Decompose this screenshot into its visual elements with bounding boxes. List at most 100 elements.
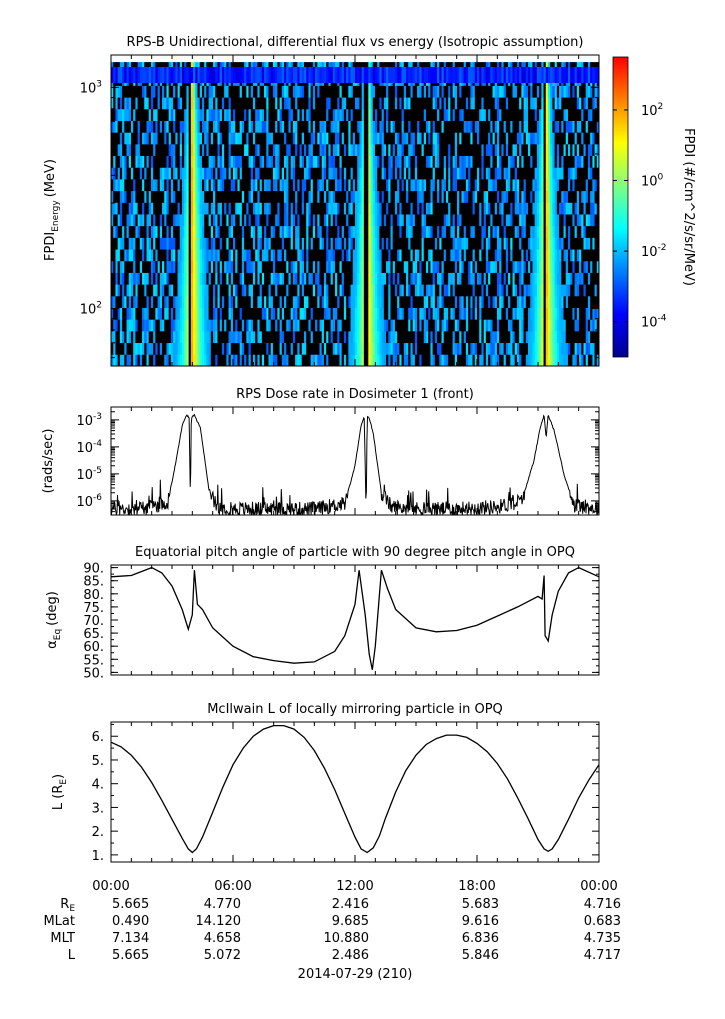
spectrogram-cell: [332, 225, 336, 238]
spectrogram-cell: [153, 307, 156, 320]
spectrogram-cell: [450, 190, 453, 203]
spectrogram-cell: [567, 225, 571, 238]
spectrogram-cell: [585, 120, 589, 133]
spectrogram-cell: [197, 225, 201, 238]
spectrogram-cell: [412, 97, 416, 110]
spectrogram-cell: [252, 284, 256, 297]
spectrogram-cell: [259, 190, 263, 203]
spectrogram-cell: [443, 260, 447, 273]
spectrogram-cell: [448, 108, 451, 121]
spectrogram-cell: [550, 190, 553, 203]
spectrogram-cell: [361, 260, 365, 273]
spectrogram-cell: [175, 155, 178, 168]
spectrogram-cell: [494, 225, 498, 238]
spectrogram-cell: [343, 214, 347, 227]
spectrogram-cell: [157, 272, 161, 285]
spectrogram-cell: [137, 202, 141, 215]
spectrogram-cell: [352, 295, 356, 308]
spectrogram-cell: [230, 155, 234, 168]
spectrogram-cell: [379, 225, 383, 238]
spectrogram-cell: [292, 225, 296, 238]
spectrogram-cell: [363, 202, 367, 215]
spectrogram-cell: [423, 284, 427, 297]
spectrogram-cell: [148, 214, 152, 227]
spectrogram-cell: [503, 295, 507, 308]
spectrogram-cell: [206, 179, 209, 192]
spectrogram-cell: [164, 179, 167, 192]
spectrogram-cell: [228, 190, 232, 203]
spectrogram-cell: [459, 143, 462, 157]
spectrogram-cell: [368, 190, 371, 203]
spectrogram-cell: [434, 272, 438, 285]
spectrogram-cell: [217, 260, 221, 273]
spectrogram-cell: [290, 202, 294, 215]
spectrogram-cell: [122, 284, 125, 297]
spectrogram-cell: [403, 272, 407, 285]
spectrogram-cell: [224, 155, 227, 168]
spectrogram-cell: [505, 249, 509, 262]
spectrogram-cell: [485, 167, 489, 180]
spectrogram-cell: [410, 202, 414, 215]
spectrogram-cell: [286, 108, 289, 121]
spectrogram-cell: [579, 143, 582, 157]
spectrogram-cell: [126, 237, 130, 250]
spectrogram-cell: [215, 155, 218, 168]
spectrogram-cell: [159, 237, 163, 250]
spectrogram-cell: [197, 237, 201, 250]
spectrogram-cell: [590, 249, 593, 262]
spectrogram-cell: [532, 143, 536, 157]
spectrogram-cell: [261, 167, 265, 180]
spectrogram-cell: [516, 354, 520, 367]
spectrogram-cell: [115, 214, 119, 227]
spectrogram-cell: [275, 108, 278, 121]
spectrogram-cell: [550, 202, 553, 215]
spectrogram-cell: [261, 342, 265, 355]
spectrogram-cell: [308, 354, 312, 367]
spectrogram-cell: [321, 260, 325, 273]
spectrogram-cell: [328, 319, 331, 332]
spectrogram-cell: [186, 284, 190, 297]
spectrogram-cell: [410, 132, 414, 145]
spectrogram-cell: [483, 108, 487, 121]
spectrogram-cell: [461, 330, 465, 344]
spectrogram-cell: [281, 97, 285, 110]
spectrogram-cell: [485, 214, 489, 227]
spectrogram-cell: [248, 284, 252, 297]
spectrogram-cell: [142, 249, 145, 262]
spectrogram-cell: [536, 330, 540, 344]
spectrogram-cell: [359, 143, 363, 157]
spectrogram-cell: [481, 190, 485, 203]
spectrogram-cell: [210, 108, 214, 121]
spectrogram-cell: [574, 307, 578, 320]
spectrogram-cell: [301, 237, 305, 250]
spectrogram-cell: [419, 190, 422, 203]
spectrogram-cell: [255, 143, 258, 157]
spectrogram-cell: [268, 225, 272, 238]
spectrogram-cell: [370, 179, 374, 192]
spectrogram-cell: [133, 202, 136, 215]
spectrogram-cell: [221, 120, 225, 133]
spectrogram-cell: [430, 167, 434, 180]
spectrogram-cell: [270, 284, 274, 297]
spectrogram-cell: [461, 295, 465, 308]
spectrogram-cell: [452, 202, 456, 215]
spectrogram-cell: [372, 237, 376, 250]
spectrogram-cell: [352, 97, 356, 110]
spectrogram-cell: [417, 120, 420, 133]
spectrogram-cell: [563, 260, 567, 273]
spectrogram-cell: [272, 155, 276, 168]
spectrogram-cell: [248, 120, 252, 133]
spectrogram-cell: [377, 155, 380, 168]
spectrogram-cell: [312, 319, 316, 332]
spectrogram-cell: [241, 167, 245, 180]
spectrogram-cell: [286, 179, 289, 192]
spectrogram-cell: [159, 155, 163, 168]
spectrogram-cell: [576, 330, 580, 344]
spectrogram-cell: [541, 214, 544, 227]
spectrogram-cell: [401, 330, 405, 344]
spectrogram-cell: [472, 260, 476, 273]
spectrogram-cell: [292, 108, 296, 121]
spectrogram-cell: [474, 272, 478, 285]
spectrogram-cell: [166, 225, 170, 238]
spectrogram-cell: [596, 225, 600, 238]
